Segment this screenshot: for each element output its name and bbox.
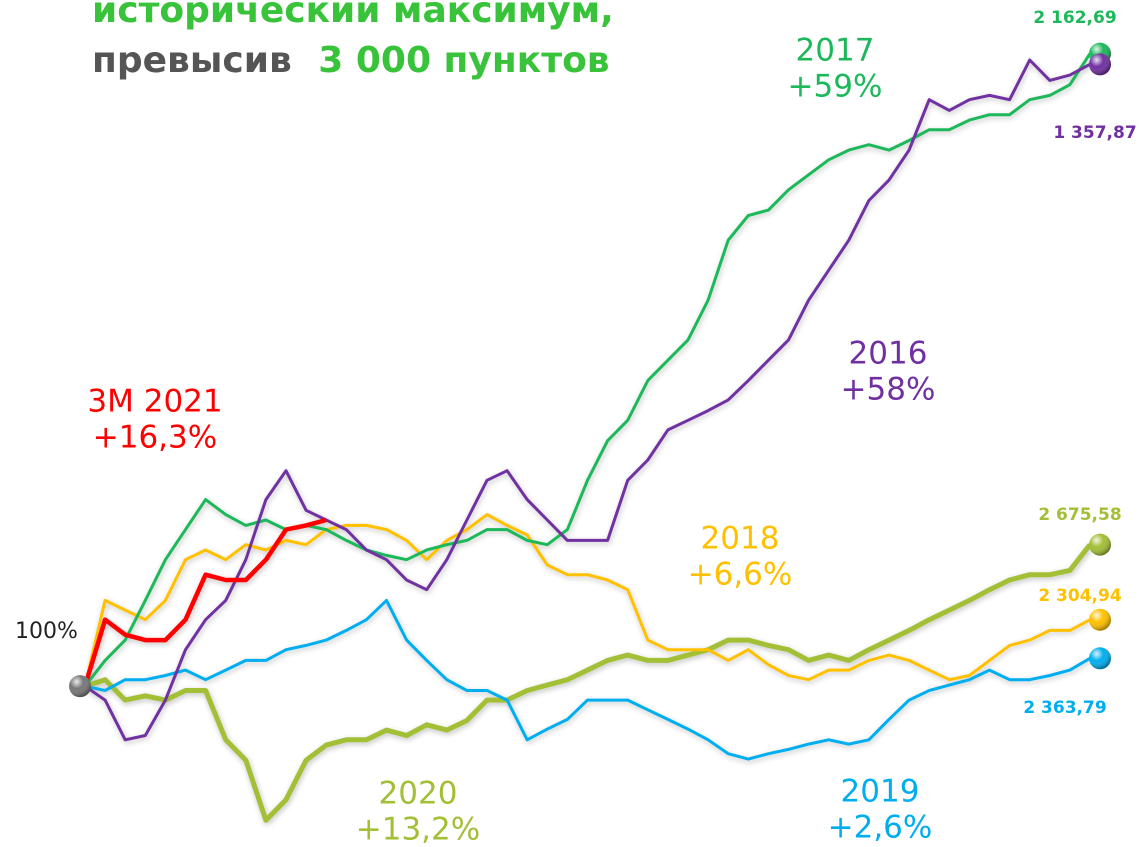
series-change: +16,3% xyxy=(93,420,217,456)
series-name: 2016 xyxy=(849,336,928,372)
series-name: 3M 2021 xyxy=(87,384,222,420)
end-point-shine xyxy=(1089,608,1111,631)
series-line xyxy=(84,598,1091,761)
end-label: 2 363,79 xyxy=(1023,698,1106,718)
end-point-shine xyxy=(1089,647,1111,670)
series-name: 2018 xyxy=(701,521,780,557)
chart-subtitle: превысив 3 000 пунктов xyxy=(92,40,610,81)
end-label: 2 675,58 xyxy=(1038,505,1121,525)
end-label: 2 162,69 xyxy=(1033,8,1116,28)
series-change: +13,2% xyxy=(356,812,480,847)
series-line xyxy=(84,543,1092,823)
series-change: +59% xyxy=(788,69,883,105)
lines xyxy=(82,52,1092,823)
end-point xyxy=(1089,608,1111,631)
end-label: 1 357,87 xyxy=(1053,123,1136,143)
end-point xyxy=(1089,533,1111,556)
series-line xyxy=(83,52,1092,688)
series-line xyxy=(84,58,1091,742)
end-label: 2 304,94 xyxy=(1038,586,1122,606)
end-point-shine xyxy=(1089,533,1111,556)
series-change: +58% xyxy=(841,372,936,408)
subtitle-part: 3 000 пунктов xyxy=(318,40,609,81)
series-line xyxy=(83,513,1091,687)
end-point-shine xyxy=(1089,53,1111,76)
end-point xyxy=(1089,647,1111,670)
annotations: 2017+59% 2 162,69 2016+58% 1 357,87 2018+6,6… xyxy=(15,8,1137,847)
series-name: 2020 xyxy=(379,776,458,812)
chart-title: исторический максимум, xyxy=(92,0,614,31)
start-ball-shine xyxy=(69,675,91,698)
series-name: 2017 xyxy=(796,33,875,69)
subtitle-part: превысив xyxy=(92,40,292,81)
series-name: 2019 xyxy=(841,774,920,810)
series-change: +6,6% xyxy=(688,557,793,593)
series-change: +2,6% xyxy=(828,810,933,846)
start-label: 100% xyxy=(15,619,78,644)
series-line xyxy=(82,517,327,687)
end-point xyxy=(1089,53,1111,76)
